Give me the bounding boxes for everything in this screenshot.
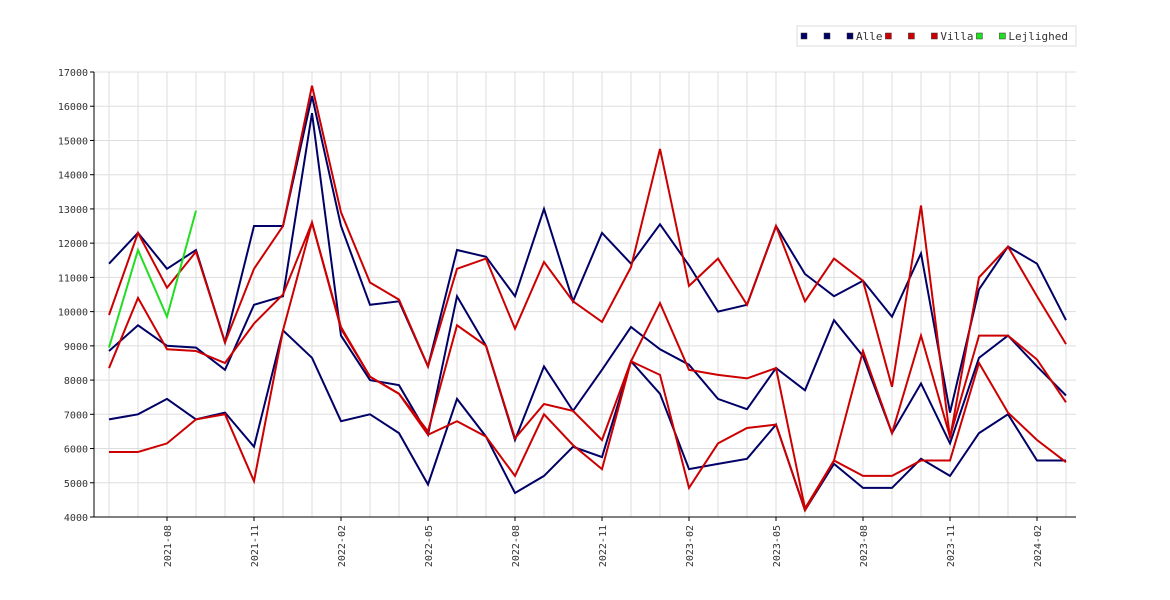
y-tick-label: 14000 <box>58 171 88 182</box>
legend-swatch <box>800 32 808 40</box>
series-line-alle-2 <box>108 328 1066 513</box>
y-tick-label: 8000 <box>64 376 88 387</box>
x-tick-label: 2021-11 <box>250 525 261 567</box>
y-tick-label: 10000 <box>58 308 88 319</box>
x-tick-label: 2022-08 <box>511 525 522 567</box>
grid <box>94 71 1076 518</box>
x-tick-label: 2024-02 <box>1033 525 1044 567</box>
legend-swatch <box>885 32 892 40</box>
x-tick-label: 2022-11 <box>598 525 609 567</box>
legend-swatch <box>908 32 915 40</box>
y-tick-label: 7000 <box>64 410 88 421</box>
x-tick-label: 2023-02 <box>685 525 696 567</box>
series-line-alle-0 <box>108 95 1067 413</box>
x-tick-label: 2023-05 <box>772 525 783 567</box>
x-tick-label: 2022-05 <box>424 525 435 567</box>
legend: Alle Villa Lejlighed <box>796 25 1077 47</box>
legend-swatch <box>823 32 831 40</box>
plot-area <box>94 72 1076 517</box>
legend-label: Alle <box>856 30 883 43</box>
y-tick-label: 16000 <box>58 102 88 113</box>
legend-label: Lejlighed <box>1008 30 1068 43</box>
x-tick-label: 2022-02 <box>337 525 348 567</box>
y-tick-label: 5000 <box>64 479 88 490</box>
y-tick-label: 9000 <box>64 342 88 353</box>
legend-swatch <box>846 32 854 40</box>
legend-label: Villa <box>940 30 973 43</box>
legend-swatch <box>976 32 983 40</box>
y-tick-label: 17000 <box>58 68 88 79</box>
legend-swatch <box>931 32 938 40</box>
axes: 4000 5000 6000 7000 8000 9000 10000 11000 12000 1… <box>58 68 1076 567</box>
series-layer <box>108 85 1067 513</box>
y-tick-label: 13000 <box>58 205 88 216</box>
series-line-lejlighed-6 <box>108 210 197 348</box>
series-line-villa-3 <box>108 85 1067 439</box>
x-tick-label: 2021-08 <box>163 525 174 567</box>
x-tick-label: 2023-11 <box>946 525 957 567</box>
y-tick-label: 11000 <box>58 273 88 284</box>
series-line-alle-1 <box>108 112 1067 447</box>
y-tick-label: 4000 <box>64 513 88 524</box>
x-tick-label: 2023-08 <box>859 525 870 567</box>
legend-swatch <box>999 32 1006 40</box>
y-tick-label: 15000 <box>58 136 88 147</box>
series-line-villa-5 <box>109 218 1067 512</box>
y-tick-label: 12000 <box>58 239 88 250</box>
series-line-villa-4 <box>108 219 1067 513</box>
y-tick-label: 6000 <box>64 445 88 456</box>
